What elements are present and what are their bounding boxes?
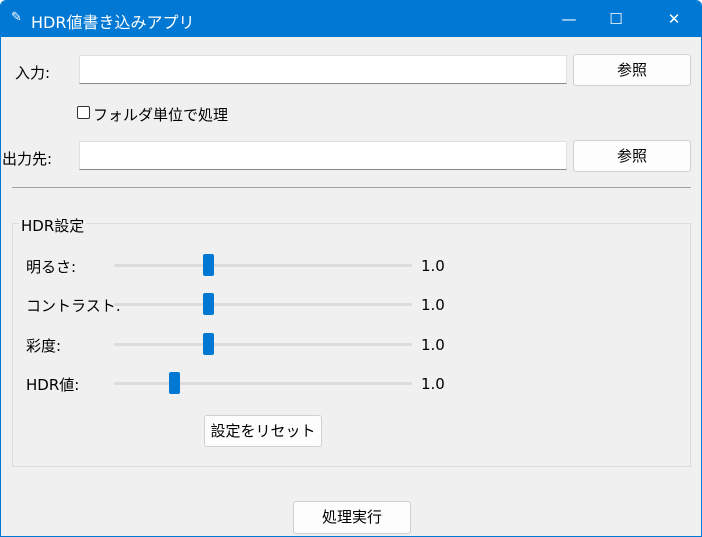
brightness-value: 1.0 bbox=[421, 257, 445, 275]
contrast-slider-thumb[interactable] bbox=[202, 293, 214, 316]
input-path-field[interactable] bbox=[79, 55, 567, 84]
hdr-slider-thumb[interactable] bbox=[168, 371, 180, 394]
contrast-slider[interactable] bbox=[114, 303, 412, 307]
contrast-value: 1.0 bbox=[421, 296, 445, 315]
brightness-slider-thumb[interactable] bbox=[202, 254, 214, 276]
reset-settings-button[interactable]: 設定をリセット bbox=[204, 415, 322, 447]
run-process-button[interactable]: 処理実行 bbox=[293, 501, 411, 534]
hdr-settings-title: HDR設定 bbox=[19, 215, 87, 236]
saturation-slider[interactable] bbox=[114, 342, 412, 346]
folder-checkbox-label[interactable]: フォルダ単位で処理 bbox=[93, 106, 229, 124]
close-button[interactable]: ✕ bbox=[667, 10, 681, 28]
minimize-button[interactable]: — bbox=[561, 10, 577, 28]
hdr-slider[interactable] bbox=[114, 381, 412, 385]
contrast-label: コントラスト: bbox=[26, 297, 121, 316]
input-browse-button[interactable]: 参照 bbox=[573, 54, 691, 86]
saturation-value: 1.0 bbox=[421, 335, 445, 354]
brightness-slider[interactable] bbox=[114, 264, 412, 267]
folder-checkbox[interactable] bbox=[77, 106, 90, 119]
hdr-value: 1.0 bbox=[421, 374, 445, 393]
output-label: 出力先: bbox=[2, 150, 53, 168]
input-label: 入力: bbox=[15, 64, 51, 82]
feather-icon: ✎ bbox=[11, 10, 22, 25]
saturation-slider-thumb[interactable] bbox=[202, 332, 214, 355]
brightness-label: 明るさ: bbox=[26, 258, 77, 276]
saturation-label: 彩度: bbox=[26, 336, 62, 355]
hdr-settings-group bbox=[12, 223, 691, 467]
separator bbox=[12, 187, 691, 188]
title-bar: ✎ HDR値書き込みアプリ — ☐ ✕ bbox=[1, 1, 701, 37]
hdr-label: HDR値: bbox=[26, 375, 80, 394]
maximize-button[interactable]: ☐ bbox=[609, 10, 623, 28]
window-title: HDR値書き込みアプリ bbox=[31, 13, 195, 32]
output-browse-button[interactable]: 参照 bbox=[573, 140, 691, 172]
output-path-field[interactable] bbox=[79, 141, 567, 170]
